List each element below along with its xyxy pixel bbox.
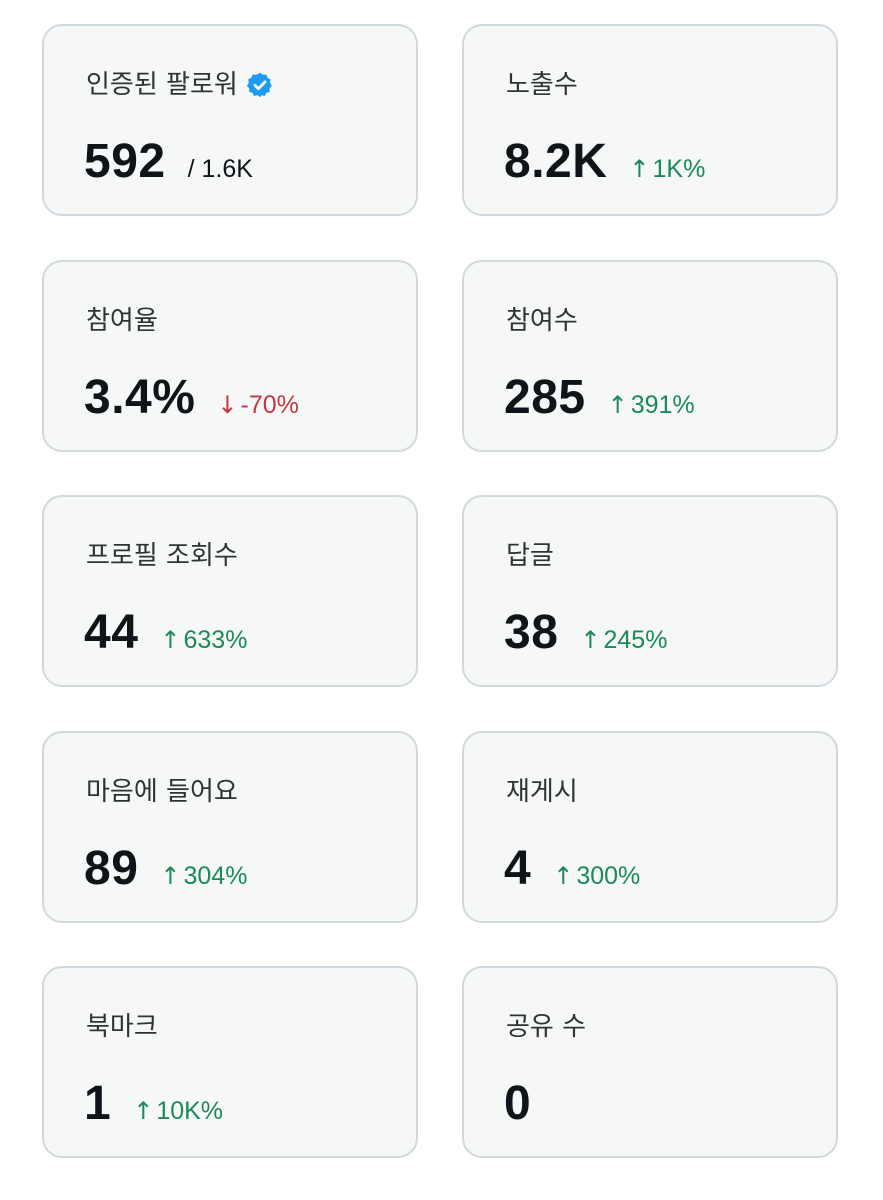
arrow-up-icon: ↑: [160, 626, 181, 654]
metric-card-verified-followers: 인증된 팔로워 592 / 1.6K: [42, 24, 418, 216]
arrow-up-icon: ↑: [553, 862, 574, 890]
arrow-up-icon: ↑: [133, 1097, 154, 1125]
metric-label: 재게시: [506, 777, 578, 807]
metric-value: 44: [84, 606, 139, 659]
metric-card-impressions: 노출수 8.2K ↑ 1K%: [462, 24, 838, 216]
metric-card-reposts: 재게시 4 ↑ 300%: [462, 731, 838, 923]
metric-card-bookmarks: 북마크 1 ↑ 10K%: [42, 966, 418, 1158]
metric-value-row: 285 ↑ 391%: [504, 370, 695, 426]
metric-delta-value: 10K%: [156, 1097, 224, 1125]
metric-label: 북마크: [86, 1012, 158, 1042]
metric-value: 8.2K: [504, 135, 608, 188]
metric-delta-value: 391%: [630, 391, 695, 419]
metric-delta-value: 300%: [576, 862, 641, 890]
arrow-up-icon: ↑: [607, 391, 628, 419]
verified-badge-icon: [246, 71, 274, 99]
metric-delta: ↓ -70%: [217, 391, 298, 420]
metric-card-replies: 답글 38 ↑ 245%: [462, 495, 838, 687]
arrow-up-icon: ↑: [160, 862, 181, 890]
metric-value-row: 1 ↑ 10K%: [84, 1076, 223, 1132]
metric-label: 공유 수: [506, 1012, 587, 1042]
metric-value: 1: [84, 1077, 112, 1130]
metric-label: 노출수: [506, 70, 578, 100]
metric-value-row: 592 / 1.6K: [84, 134, 253, 190]
metric-card-likes: 마음에 들어요 89 ↑ 304%: [42, 731, 418, 923]
metric-value: 89: [84, 842, 139, 895]
metric-delta-value: -70%: [240, 391, 299, 419]
metric-value-row: 44 ↑ 633%: [84, 605, 247, 661]
metric-delta: ↑ 300%: [553, 862, 640, 891]
arrow-up-icon: ↑: [629, 155, 650, 183]
metric-delta: ↑ 1K%: [629, 155, 705, 184]
metric-delta: ↑ 245%: [580, 626, 667, 655]
metric-card-shares: 공유 수 0: [462, 966, 838, 1158]
metric-label-row: 인증된 팔로워: [86, 68, 274, 102]
metric-label: 참여율: [86, 306, 158, 336]
metric-delta-value: 1K%: [652, 155, 706, 183]
metric-delta: ↑ 633%: [160, 626, 247, 655]
metric-delta: ↑ 391%: [608, 391, 695, 420]
arrow-up-icon: ↑: [580, 626, 601, 654]
metric-label: 답글: [506, 541, 554, 571]
metric-value: 592: [84, 135, 166, 188]
metric-total: / 1.6K: [187, 155, 253, 183]
metric-value-row: 0: [504, 1076, 531, 1132]
metric-delta-value: 245%: [603, 626, 668, 654]
metric-label: 프로필 조회수: [86, 541, 238, 571]
metric-label: 참여수: [506, 306, 578, 336]
metric-card-engagements: 참여수 285 ↑ 391%: [462, 260, 838, 452]
metric-card-profile-visits: 프로필 조회수 44 ↑ 633%: [42, 495, 418, 687]
metric-value-row: 8.2K ↑ 1K%: [504, 134, 705, 190]
metric-label: 마음에 들어요: [86, 777, 238, 807]
metric-delta-value: 633%: [183, 626, 248, 654]
arrow-down-icon: ↓: [217, 391, 238, 419]
metric-delta-value: 304%: [183, 862, 248, 890]
metric-value-row: 89 ↑ 304%: [84, 841, 247, 897]
metric-value: 4: [504, 842, 532, 895]
metric-value-row: 4 ↑ 300%: [504, 841, 640, 897]
metric-value-row: 38 ↑ 245%: [504, 605, 667, 661]
metric-value: 3.4%: [84, 371, 196, 424]
metric-card-engagement-rate: 참여율 3.4% ↓ -70%: [42, 260, 418, 452]
metric-value: 0: [504, 1077, 532, 1130]
metric-label: 인증된 팔로워: [86, 70, 238, 100]
metric-delta: ↑ 10K%: [133, 1097, 223, 1126]
metric-value: 285: [504, 371, 586, 424]
metric-value-row: 3.4% ↓ -70%: [84, 370, 299, 426]
metric-value: 38: [504, 606, 559, 659]
metric-delta: ↑ 304%: [160, 862, 247, 891]
